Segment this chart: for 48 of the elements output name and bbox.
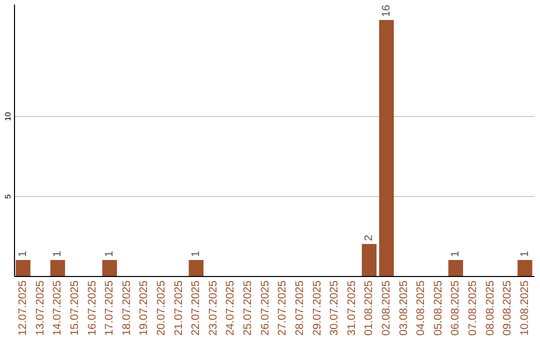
data-label: 1 (518, 250, 531, 257)
x-tick-label: 19.07.2025 (138, 280, 150, 336)
x-tick-label: 18.07.2025 (120, 280, 133, 336)
bar (448, 260, 464, 276)
x-tick-label: 21.07.2025 (172, 280, 185, 336)
x-tick-label: 13.07.2025 (34, 280, 46, 336)
x-tick-label: 27.07.2025 (276, 280, 289, 336)
bar (379, 20, 394, 276)
x-tick-label: 25.07.2025 (242, 280, 254, 336)
data-label: 1 (104, 250, 116, 257)
x-tick-label: 08.08.2025 (484, 280, 496, 336)
x-tick-label: 02.08.2025 (380, 280, 392, 336)
bar (16, 260, 30, 276)
x-tick-label: 26.07.2025 (259, 280, 272, 336)
x-tick-label: 24.07.2025 (224, 280, 237, 336)
data-label: 1 (190, 250, 202, 257)
x-tick-label: 15.07.2025 (69, 280, 81, 336)
bar (50, 260, 66, 276)
x-tick-label: 30.07.2025 (328, 280, 341, 336)
x-tick-label: 06.08.2025 (450, 280, 462, 336)
bar (188, 260, 204, 276)
y-tick-label: 10 (4, 112, 12, 121)
bar (518, 260, 532, 276)
y-tick-label: 5 (4, 194, 12, 199)
x-tick-label: 22.07.2025 (190, 280, 202, 336)
x-tick-label: 12.07.2025 (17, 280, 30, 336)
x-tick-label: 20.07.2025 (156, 280, 168, 336)
x-tick-label: 16.07.2025 (86, 280, 98, 336)
bar (102, 260, 117, 276)
data-label: 1 (52, 250, 64, 257)
x-tick-label: 01.08.2025 (363, 280, 376, 336)
x-tick-label: 14.07.2025 (52, 280, 64, 336)
bar (362, 244, 377, 276)
x-tick-label: 05.08.2025 (432, 280, 444, 336)
x-tick-label: 04.08.2025 (415, 280, 428, 336)
x-tick-label: 09.08.2025 (502, 280, 514, 336)
x-tick-label: 23.07.2025 (207, 280, 220, 336)
x-tick-label: 03.08.2025 (398, 280, 410, 336)
data-label: 2 (363, 234, 376, 241)
x-tick-label: 29.07.2025 (311, 280, 324, 336)
x-tick-label: 28.07.2025 (294, 280, 306, 336)
x-tick-label: 17.07.2025 (104, 280, 116, 336)
x-tick-label: 31.07.2025 (346, 280, 358, 336)
data-label: 1 (17, 250, 30, 257)
data-label: 16 (380, 4, 392, 17)
data-label: 1 (450, 250, 462, 257)
x-tick-label: 07.08.2025 (467, 280, 479, 336)
x-tick-label: 10.08.2025 (518, 280, 531, 336)
